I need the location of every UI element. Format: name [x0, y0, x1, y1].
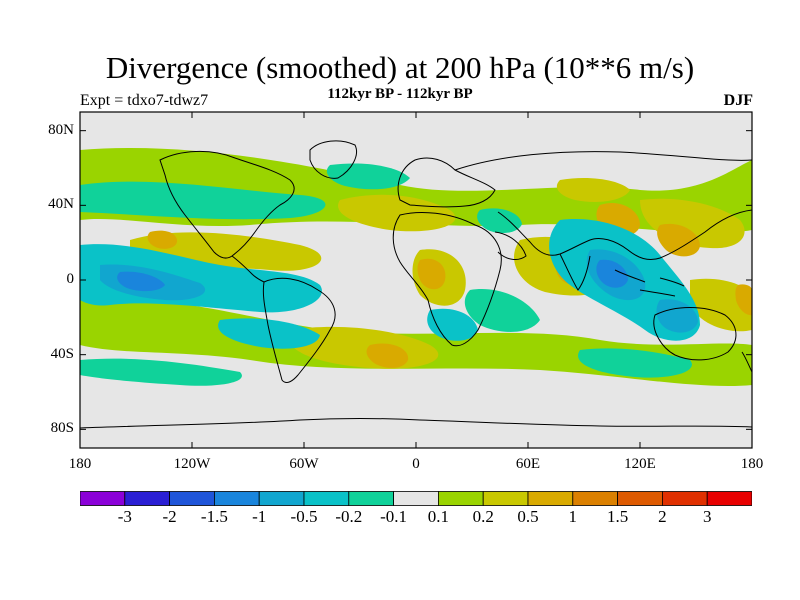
- colorbar-level-label: -0.5: [290, 507, 318, 526]
- x-tick-label: 120W: [173, 456, 211, 472]
- plot-subtitle: 112kyr BP - 112kyr BP: [327, 86, 473, 102]
- x-tick-label: 60W: [289, 456, 319, 472]
- season-label: DJF: [723, 92, 753, 109]
- colorbar-box: [482, 491, 529, 506]
- y-tick-label: 40N: [48, 196, 74, 213]
- colorbar-box: [80, 491, 126, 506]
- x-tick-label: 180: [740, 456, 764, 472]
- colorbar-level-label: 0.2: [472, 507, 494, 526]
- y-tick-label: 80S: [50, 420, 74, 437]
- colorbar-level-label: -0.2: [335, 507, 363, 526]
- colorbar-box: [572, 491, 618, 506]
- colorbar-box: [258, 491, 305, 506]
- colorbar-level-label: -0.1: [380, 507, 408, 526]
- x-tick-label: 120E: [624, 456, 656, 472]
- colorbar-level-label: -2: [162, 507, 177, 526]
- colorbar-box: [662, 491, 708, 506]
- x-tick-label: 180: [68, 456, 92, 472]
- axis-ticks: [79, 112, 753, 448]
- colorbar-level-label: -1.5: [200, 507, 228, 526]
- colorbar-level-label: -1: [252, 507, 267, 526]
- colorbar-box: [706, 491, 752, 506]
- y-tick-label: 40S: [50, 345, 74, 362]
- colorbar-box: [617, 491, 663, 506]
- colorbar-level-label: 0.5: [517, 507, 539, 526]
- y-tick-label: 80N: [48, 121, 74, 138]
- colorbar-box: [393, 491, 439, 506]
- y-tick-label: 0: [66, 271, 75, 287]
- coastlines: [80, 140, 752, 429]
- experiment-label: Expt = tdxo7-tdwz7: [80, 92, 209, 109]
- colorbar-box: [169, 491, 215, 506]
- colorbar-box: [527, 491, 574, 506]
- colorbar: [80, 491, 752, 506]
- colorbar-box: [124, 491, 170, 506]
- colorbar-level-label: -3: [117, 507, 132, 526]
- divergence-field: [80, 148, 752, 387]
- x-tick-label: 60E: [515, 456, 541, 472]
- colorbar-box: [303, 491, 350, 506]
- plot-title: Divergence (smoothed) at 200 hPa (10**6 …: [105, 50, 695, 85]
- colorbar-level-label: 1.5: [606, 507, 629, 526]
- colorbar-level-label: 0.1: [427, 507, 450, 526]
- colorbar-box: [348, 491, 394, 506]
- colorbar-box: [437, 491, 484, 506]
- x-tick-label: 0: [412, 456, 420, 472]
- colorbar-box: [213, 491, 260, 506]
- colorbar-level-label: 3: [702, 507, 712, 526]
- colorbar-level-label: 1: [568, 507, 578, 526]
- colorbar-level-label: 2: [658, 507, 667, 526]
